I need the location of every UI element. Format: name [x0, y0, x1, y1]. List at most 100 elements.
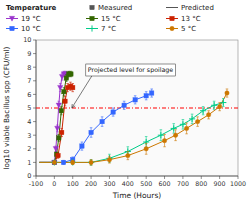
measured-point: [100, 119, 104, 123]
measured-series: [52, 71, 71, 165]
x-tick-label: 1000: [230, 180, 246, 187]
measured-point: [158, 132, 164, 138]
error-bar: [57, 153, 60, 158]
error-bar: [63, 88, 66, 96]
measured-point: [206, 113, 210, 117]
legend-key-label: Predicted: [181, 4, 214, 12]
annotation-arrowhead: [72, 104, 75, 108]
legend-entry: 19 °C: [6, 15, 41, 23]
measured-point: [59, 109, 63, 113]
legend-entry: 5 °C: [166, 25, 196, 33]
y-tick-label: 8: [27, 64, 31, 72]
measured-point: [195, 119, 199, 123]
legend-marker: [170, 16, 174, 20]
error-bar: [81, 142, 84, 150]
error-bar: [53, 161, 56, 164]
measured-point: [53, 147, 58, 152]
legend-title: Temperature: [6, 4, 57, 12]
measured-series: [52, 89, 154, 165]
error-bar: [62, 160, 65, 164]
measured-point: [52, 160, 56, 164]
error-bar: [60, 128, 63, 136]
legend-key-label: Measured: [98, 4, 132, 12]
legend-marker: [10, 26, 14, 30]
error-bar: [70, 71, 73, 76]
x-tick-label: 100: [67, 180, 79, 187]
y-tick: [33, 80, 36, 81]
error-bar: [53, 161, 56, 164]
error-bar: [101, 117, 104, 127]
x-tick: [201, 176, 202, 179]
error-bar: [90, 160, 93, 165]
predicted-line: [40, 86, 74, 162]
measured-point: [80, 144, 84, 148]
legend: Temperature Measured Predicted 19 °C 15 °C 13…: [6, 4, 214, 33]
y-tick-label: 6: [27, 91, 31, 99]
measured-point: [70, 159, 76, 165]
predicted-line: [40, 74, 68, 162]
error-bar: [57, 135, 60, 142]
legend-entry: 13 °C: [166, 15, 201, 23]
y-tick: [33, 121, 36, 122]
measured-point: [89, 130, 93, 134]
x-tick-label: 300: [103, 180, 115, 187]
legend-label: 5 °C: [181, 25, 196, 33]
plot-marks: [36, 71, 238, 165]
x-tick: [72, 176, 73, 179]
measured-point: [162, 138, 166, 142]
legend-entry: 10 °C: [6, 25, 41, 33]
measured-point: [52, 160, 57, 165]
error-bar: [127, 152, 130, 160]
y-tick: [33, 94, 36, 95]
error-bar: [218, 103, 221, 111]
x-tick: [182, 176, 183, 179]
y-tick-label: 10: [23, 36, 31, 44]
measured-series: [52, 89, 229, 165]
y-tick: [33, 53, 36, 54]
x-tick-label: 700: [177, 180, 189, 187]
chart: -10001002003004005006007008009001000Time…: [0, 0, 249, 202]
measured-point: [89, 160, 93, 164]
x-axis-line: [36, 176, 238, 177]
y-tick-label: 3: [27, 132, 31, 140]
measured-point: [60, 130, 64, 134]
measured-point: [57, 136, 61, 140]
measured-point: [63, 99, 67, 103]
measured-point: [180, 121, 186, 127]
error-bar: [71, 84, 74, 92]
measured-point: [52, 160, 56, 164]
annotation-text: Projected level for spoilage: [88, 66, 174, 74]
x-tick: [164, 176, 165, 179]
y-tick-label: 4: [27, 118, 31, 126]
error-bar: [90, 128, 93, 138]
annotation-box: [86, 64, 176, 76]
error-bar: [185, 123, 188, 134]
measured-point: [144, 147, 148, 151]
measured-point: [55, 126, 60, 131]
plot-area: [36, 40, 238, 176]
error-bar: [108, 156, 111, 163]
measured-point: [111, 110, 115, 114]
measured-point: [220, 99, 226, 105]
error-bar: [53, 161, 56, 164]
measured-point: [107, 157, 111, 161]
error-bar: [207, 111, 210, 119]
y-tick: [33, 135, 36, 136]
y-tick: [33, 40, 36, 41]
measured-point: [171, 125, 177, 131]
legend-label: 19 °C: [21, 15, 41, 23]
legend-marker: [170, 26, 174, 30]
legend-key-marker: [90, 5, 94, 9]
measured-point: [56, 153, 60, 157]
error-bar: [112, 108, 115, 116]
y-tick-label: 0: [27, 172, 31, 180]
error-bar: [174, 130, 177, 141]
x-tick: [109, 176, 110, 179]
legend-entry: 15 °C: [86, 15, 121, 23]
measured-point: [133, 98, 137, 102]
predicted-line: [40, 93, 227, 162]
error-bar: [53, 161, 56, 164]
measured-point: [189, 116, 195, 122]
legend-label: 10 °C: [21, 25, 41, 33]
annotation: Projected level for spoilage: [72, 64, 176, 108]
